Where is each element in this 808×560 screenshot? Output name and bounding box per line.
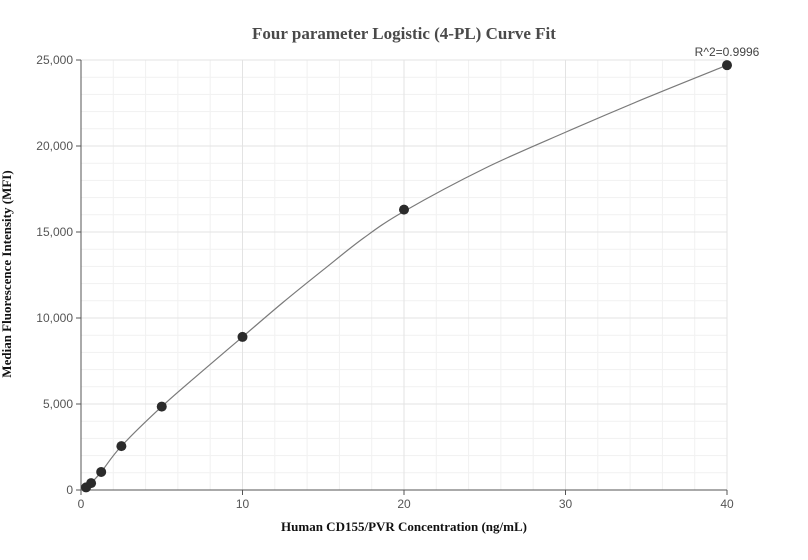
grid: [81, 59, 728, 490]
labels-layer: 0 10 20 30 40 0 5,000 10,000 15,000 20,000 25,000: [36, 53, 734, 511]
data-point: [722, 60, 732, 71]
x-tick-label: 0: [78, 497, 85, 511]
y-tick-label: 0: [66, 483, 73, 497]
x-tick-label: 30: [559, 497, 573, 511]
r-squared-annotation: R^2=0.9996: [695, 45, 760, 59]
fit-curve-line: [80, 64, 728, 491]
y-tick-label: 20,000: [36, 139, 73, 153]
data-point: [399, 204, 409, 215]
axes: [76, 59, 728, 495]
chart-title: Four parameter Logistic (4-PL) Curve Fit: [252, 24, 556, 43]
data-point: [156, 401, 167, 412]
data-point: [116, 441, 127, 452]
y-tick-label: 15,000: [36, 225, 73, 239]
x-tick-label: 10: [236, 497, 250, 511]
data-point: [237, 331, 248, 342]
points-layer: [81, 60, 732, 493]
y-axis-label: Median Fluorescence Intensity (MFI): [0, 170, 14, 377]
y-tick-label: 25,000: [36, 53, 73, 67]
x-tick-label: 40: [720, 497, 734, 511]
curve-layer: [80, 64, 728, 491]
x-tick-label: 20: [397, 497, 411, 511]
x-axis-label: Human CD155/PVR Concentration (ng/mL): [281, 519, 527, 534]
data-point: [96, 466, 107, 477]
data-point: [86, 478, 97, 489]
y-tick-label: 10,000: [36, 311, 73, 325]
y-tick-label: 5,000: [43, 397, 73, 411]
